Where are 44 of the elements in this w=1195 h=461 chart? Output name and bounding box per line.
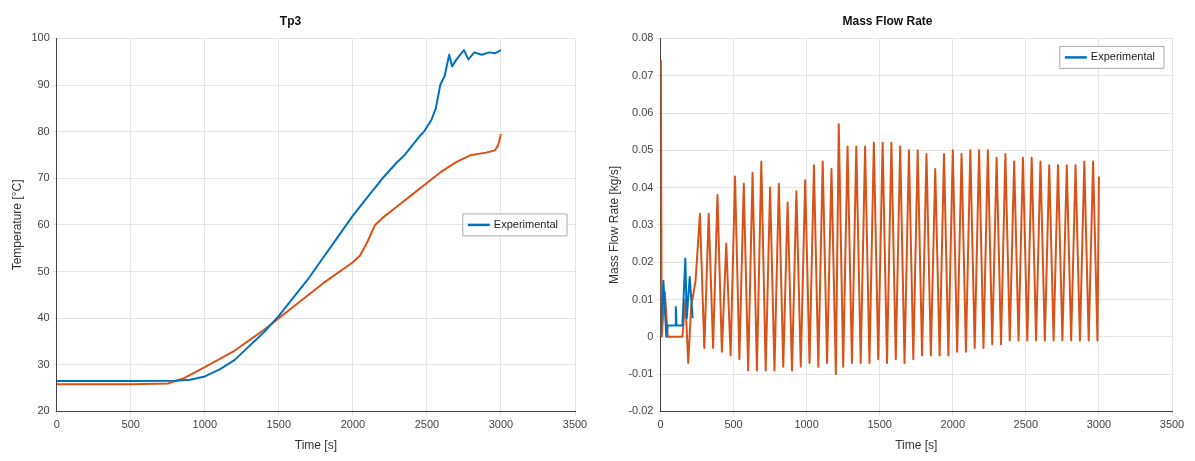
y-tick-label: 50	[37, 264, 50, 277]
y-tick-label: -0.01	[628, 367, 654, 380]
y-tick-label: 0.07	[632, 68, 654, 81]
y-tick-label: 100	[31, 31, 50, 44]
y-tick-label: 0.02	[632, 255, 654, 268]
x-tick-label: 1000	[192, 418, 218, 431]
y-tick-label: 0.04	[632, 180, 654, 193]
x-tick-label: 500	[121, 418, 140, 431]
y-tick-label: 70	[37, 171, 50, 184]
x-tick-label: 3000	[488, 418, 514, 431]
y-tick-label: 30	[37, 357, 50, 370]
y-axis-title: Temperature [°C]	[9, 179, 24, 271]
x-tick-label: 500	[724, 418, 743, 431]
legend-label: Experimental	[493, 217, 559, 230]
x-tick-label: 2000	[940, 418, 966, 431]
y-tick-label: 60	[37, 217, 50, 230]
legend-label: Experimental	[1090, 50, 1156, 63]
x-tick-label: 3500	[1159, 418, 1185, 431]
chart-title: Mass Flow Rate	[842, 13, 933, 28]
y-tick-label: 80	[37, 124, 50, 137]
x-tick-label: 2000	[340, 418, 366, 431]
x-axis-title: Time [s]	[294, 438, 337, 453]
x-tick-label: 0	[657, 418, 664, 431]
y-tick-label: 40	[37, 311, 50, 324]
x-tick-label: 1500	[867, 418, 892, 431]
y-tick-label: 20	[37, 404, 50, 417]
y-axis-title: Mass Flow Rate [kg/s]	[606, 165, 621, 284]
y-tick-label: -0.02	[628, 404, 654, 417]
y-tick-label: 90	[37, 78, 50, 91]
x-tick-label: 3000	[1086, 418, 1112, 431]
y-tick-label: 0.03	[632, 217, 654, 230]
chart-title: Tp3	[279, 13, 302, 28]
y-tick-label: 0.01	[632, 292, 654, 305]
x-tick-label: 2500	[414, 418, 440, 431]
x-tick-label: 2500	[1013, 418, 1039, 431]
x-axis-title: Time [s]	[895, 438, 938, 453]
y-tick-label: 0	[647, 329, 654, 342]
x-tick-label: 1000	[794, 418, 819, 431]
y-tick-label: 0.08	[632, 31, 654, 44]
y-tick-label: 0.05	[632, 143, 654, 156]
x-tick-label: 0	[53, 418, 60, 431]
x-tick-label: 3500	[562, 418, 588, 431]
x-tick-label: 1500	[266, 418, 292, 431]
y-tick-label: 0.06	[632, 106, 654, 119]
